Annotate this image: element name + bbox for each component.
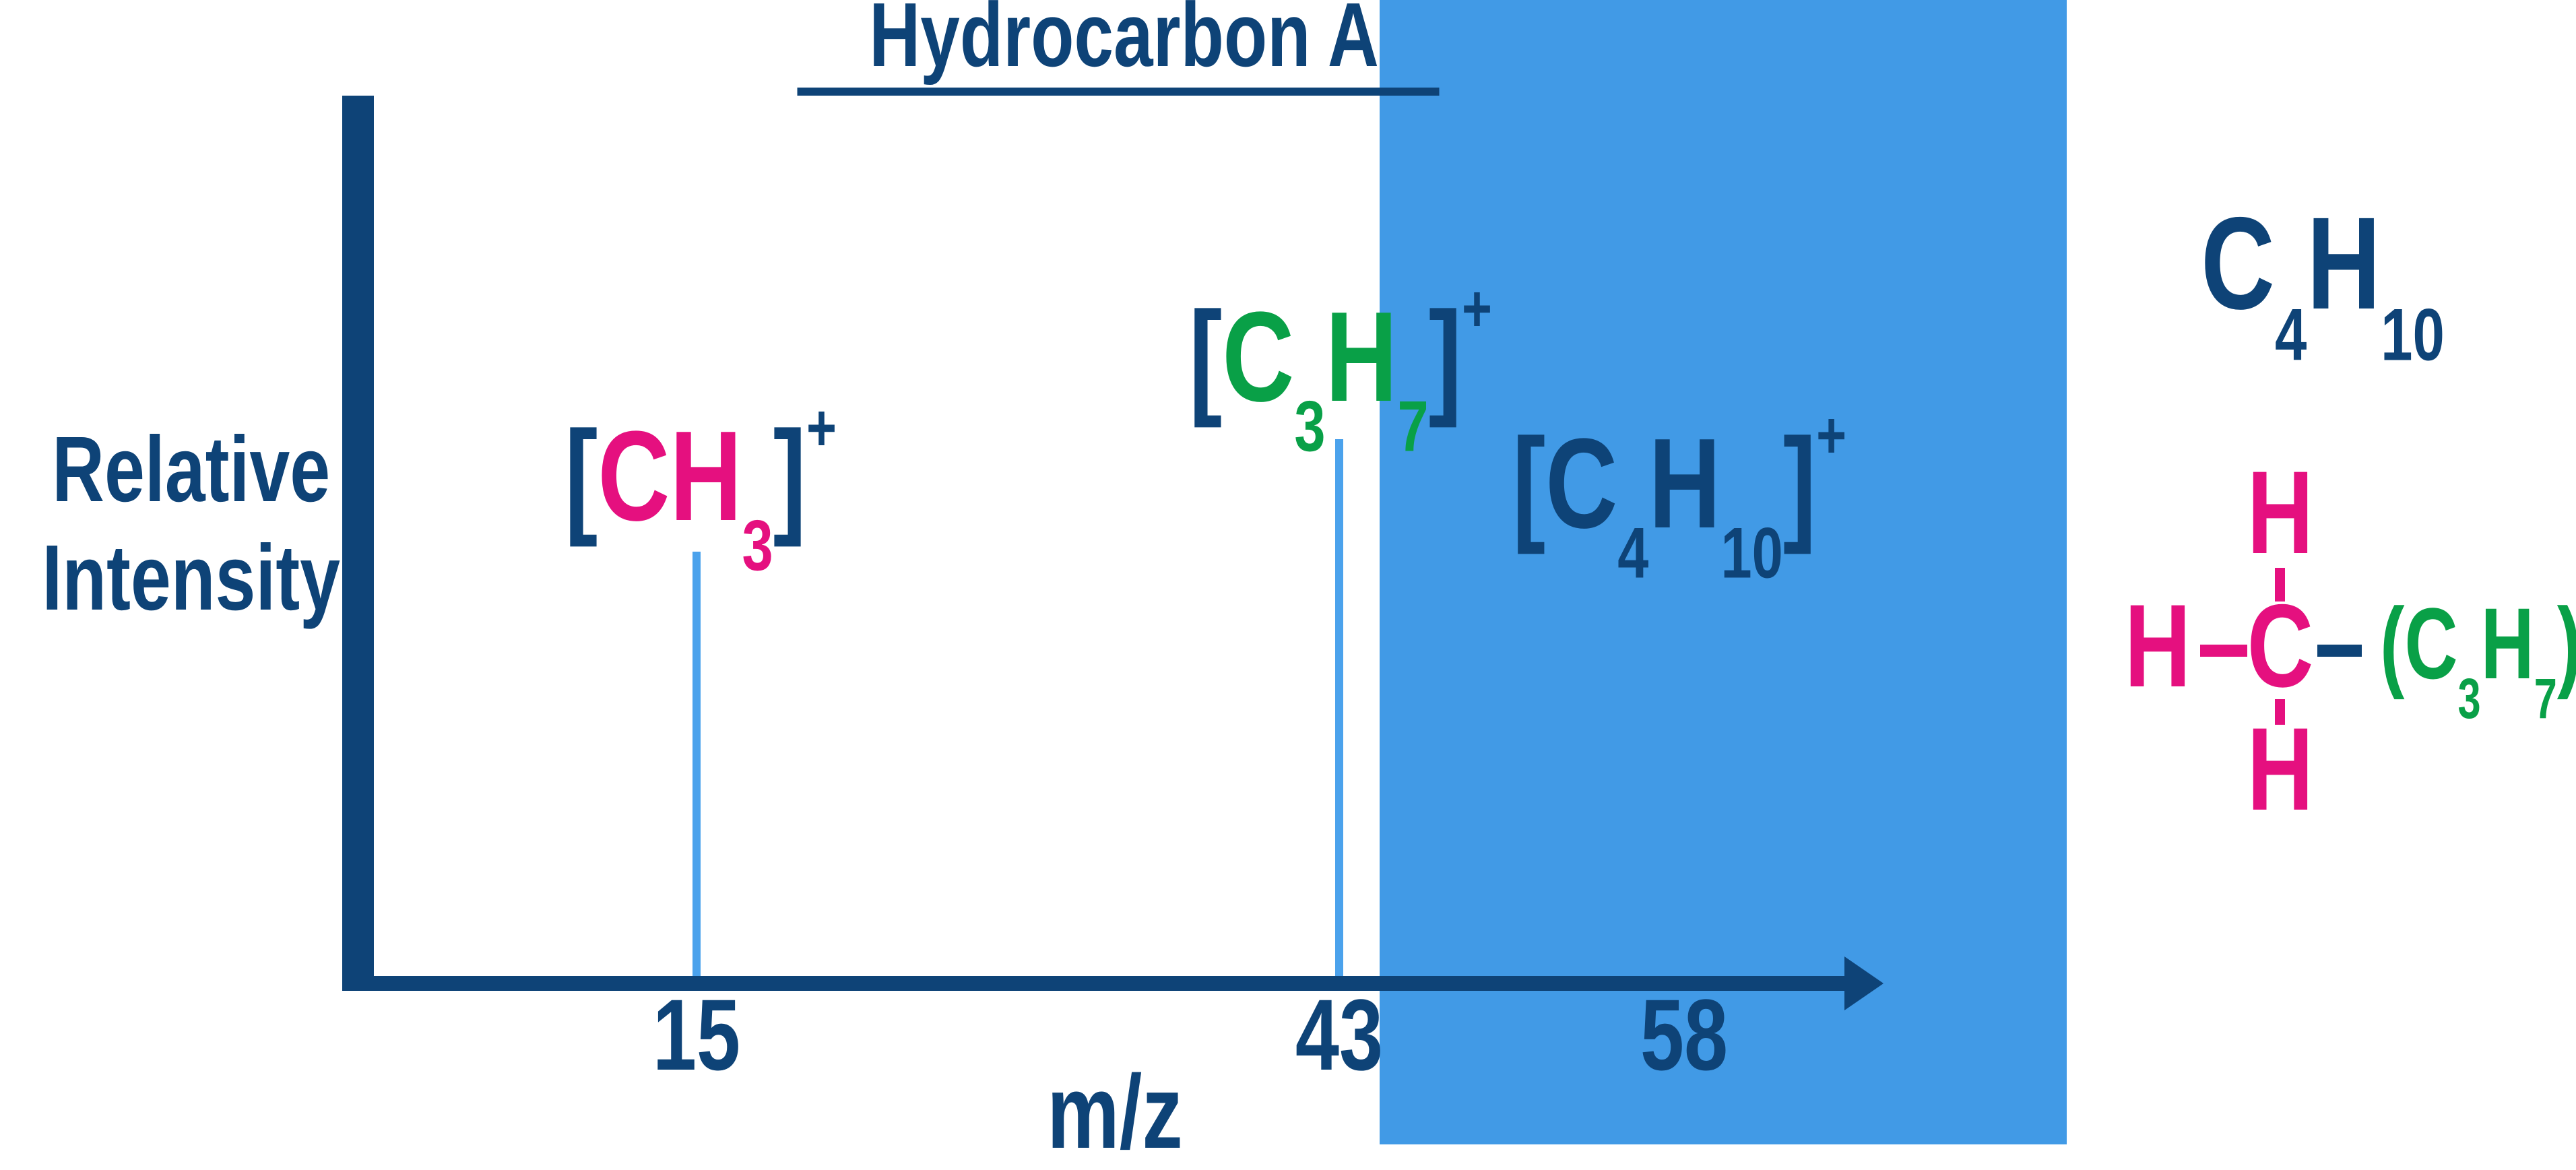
- y-axis-label-line2: Intensity: [42, 526, 341, 630]
- bracket-close: ]: [1782, 412, 1817, 555]
- molecular-formula-c4h10: C4H10: [2166, 198, 2479, 372]
- chart-title: Hydrocarbon A: [797, 0, 1440, 96]
- bond-top-vertical: [2275, 568, 2285, 602]
- bracket-close: ]: [773, 405, 806, 548]
- molecular-ion-highlight-band: [1380, 0, 2067, 1144]
- bracket-open: [: [1512, 412, 1546, 555]
- structure-bottom-h: H: [2247, 704, 2314, 835]
- peak-line-mz-43: [1335, 439, 1344, 976]
- formula-h-subscript: 10: [2381, 294, 2445, 377]
- charge-plus: +: [806, 390, 837, 465]
- x-tick-label-43: 43: [1295, 978, 1384, 1091]
- bracket-open: [: [565, 405, 598, 548]
- structure-propyl-group: (C3H7): [2380, 593, 2576, 727]
- paren-open: (: [2380, 587, 2405, 700]
- x-axis-arrowhead: [1844, 956, 1883, 1010]
- x-tick-label-15: 15: [652, 978, 740, 1091]
- x-tick-label-58: 58: [1640, 978, 1728, 1091]
- charge-plus: +: [1462, 271, 1493, 346]
- group-c-subscript: 3: [2457, 666, 2481, 730]
- group-c: C: [2404, 587, 2458, 700]
- ch3-subscript: 3: [742, 505, 773, 586]
- c4h10-h: H: [1648, 412, 1721, 555]
- ion-label-c3h7: [C3H7]+: [1146, 275, 1535, 462]
- c3h7-h-subscript: 7: [1397, 386, 1429, 467]
- structure-center-c: C: [2247, 581, 2314, 712]
- c4h10-c: C: [1545, 412, 1618, 555]
- formula-c: C: [2201, 190, 2275, 337]
- x-axis: [342, 976, 1846, 991]
- group-h: H: [2480, 587, 2534, 700]
- c4h10-h-subscript: 10: [1720, 513, 1783, 593]
- structure-left-h: H: [2124, 581, 2191, 712]
- peak-line-mz-15: [692, 552, 701, 976]
- bond-right-horizontal: [2317, 645, 2362, 657]
- x-axis-label-text: m/z: [1047, 1053, 1183, 1170]
- ch3-formula: CH: [598, 405, 742, 548]
- group-h-subscript: 7: [2534, 666, 2557, 730]
- y-axis-label-line1: Relative: [52, 418, 331, 521]
- y-axis: [342, 96, 374, 991]
- bond-left-horizontal: [2200, 645, 2247, 657]
- c3h7-h: H: [1325, 286, 1398, 428]
- bracket-open: [: [1188, 286, 1223, 428]
- y-axis-label: Relative Intensity: [0, 416, 340, 633]
- x-axis-label: m/z: [1028, 1060, 1202, 1164]
- paren-close: ): [2557, 587, 2576, 700]
- chart-title-text: Hydrocarbon A: [869, 0, 1379, 86]
- bracket-close: ]: [1428, 286, 1462, 428]
- c3h7-c-subscript: 3: [1294, 386, 1326, 467]
- c3h7-c: C: [1222, 286, 1295, 428]
- ion-label-ch3: [CH3]+: [526, 394, 875, 581]
- formula-c-subscript: 4: [2274, 294, 2307, 377]
- c4h10-c-subscript: 4: [1617, 513, 1649, 593]
- formula-h: H: [2307, 190, 2381, 337]
- bond-bottom-vertical: [2275, 699, 2285, 725]
- ion-label-c4h10: [C4H10]+: [1465, 401, 1894, 589]
- charge-plus: +: [1816, 397, 1847, 472]
- structure-top-h: H: [2247, 447, 2314, 579]
